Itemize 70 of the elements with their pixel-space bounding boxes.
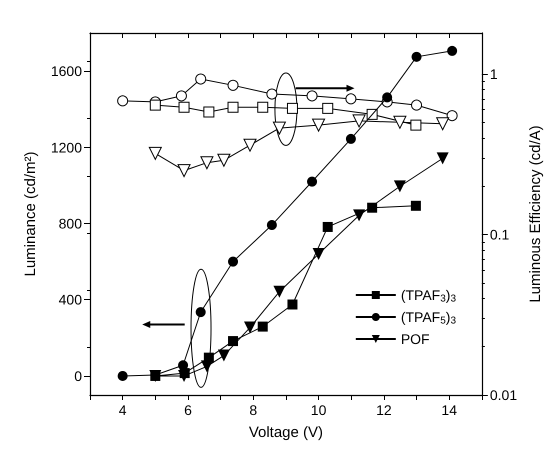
point	[200, 156, 214, 170]
point	[178, 370, 190, 382]
point	[306, 90, 318, 102]
y-tick-label: 1600	[50, 63, 82, 80]
point	[266, 220, 277, 230]
point	[286, 102, 298, 114]
x-tick-label: 10	[310, 402, 327, 418]
point	[353, 209, 366, 222]
y2-tick-label: 0.01	[490, 387, 518, 403]
point	[312, 248, 325, 260]
point	[410, 200, 421, 211]
point	[352, 114, 366, 128]
y-tick-label: 1200	[50, 139, 82, 156]
point	[117, 95, 128, 106]
point	[272, 122, 286, 135]
y-tick-label: 0	[74, 368, 82, 384]
point	[345, 93, 356, 104]
point	[217, 154, 230, 167]
point	[367, 202, 378, 213]
point	[178, 102, 190, 113]
point	[218, 350, 230, 362]
point	[228, 256, 238, 267]
point	[394, 180, 406, 192]
point	[150, 100, 161, 111]
point	[118, 370, 128, 381]
point	[176, 90, 187, 102]
point	[266, 88, 278, 100]
legend-label: POF	[400, 331, 430, 347]
x-tick-label: 4	[118, 402, 127, 418]
x-tick-label: 14	[441, 402, 458, 418]
point	[412, 52, 422, 62]
point	[258, 322, 268, 332]
x-tick-label: 12	[376, 402, 392, 418]
point	[436, 152, 449, 164]
x-tick-label: 6	[184, 402, 192, 418]
point	[312, 118, 326, 132]
point	[436, 117, 450, 130]
point	[195, 74, 206, 85]
point	[322, 102, 334, 114]
point	[322, 222, 333, 232]
y2-tick-label: 1	[490, 66, 498, 82]
point	[307, 176, 318, 187]
point	[196, 307, 206, 318]
point	[203, 106, 214, 118]
y2-tick-label: 0.1	[490, 226, 510, 242]
point	[273, 286, 286, 298]
x-tick-label: 8	[249, 402, 258, 418]
x-axis-title: Voltage (V)	[248, 424, 324, 441]
point	[446, 110, 458, 122]
point	[228, 102, 239, 113]
point	[411, 100, 422, 111]
point	[178, 164, 191, 178]
y-tick-label: 800	[58, 216, 82, 232]
point	[393, 116, 406, 129]
point	[287, 300, 298, 310]
point	[228, 80, 239, 91]
point	[410, 120, 422, 131]
point	[178, 360, 188, 370]
point	[244, 322, 256, 334]
point	[447, 46, 458, 56]
point	[346, 134, 356, 144]
y2-axis-title: Luminous Efficiency (cd/A)	[527, 125, 544, 303]
point	[382, 92, 392, 102]
point	[244, 138, 257, 152]
point	[228, 336, 238, 346]
y-axis-title: Luminance (cd/m²)	[22, 151, 39, 277]
y-tick-label: 400	[58, 292, 82, 308]
point	[200, 360, 213, 372]
point	[257, 102, 268, 113]
point	[148, 146, 162, 160]
